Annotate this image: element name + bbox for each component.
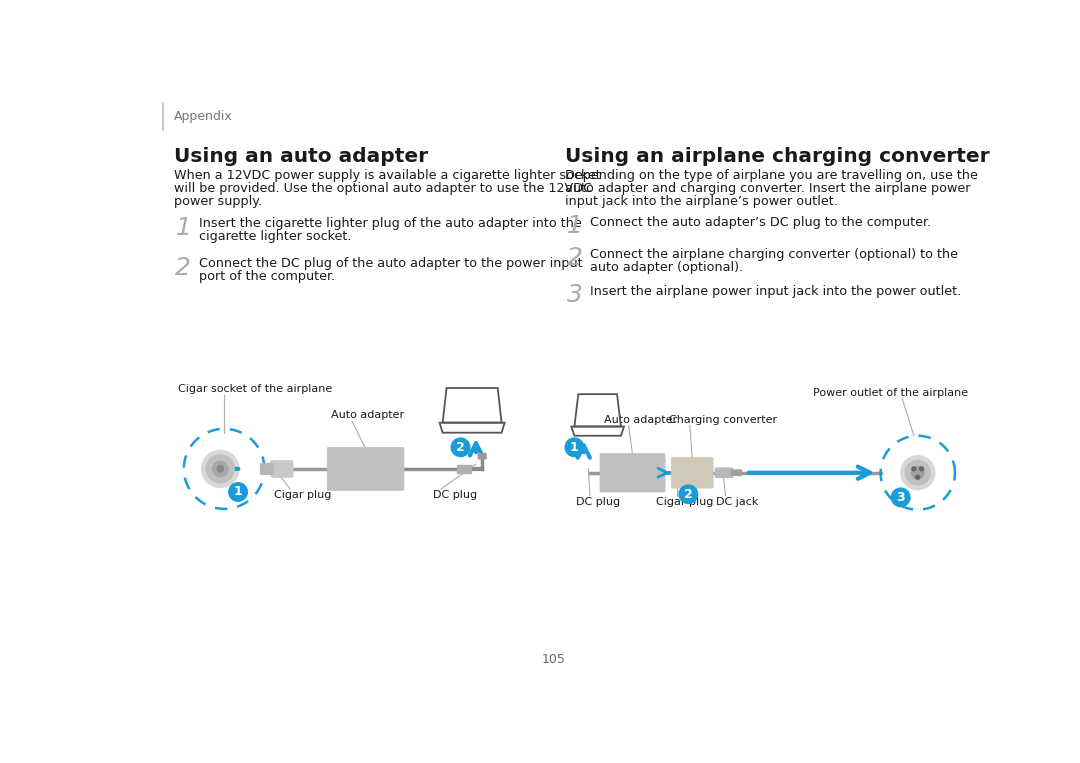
Text: DC jack: DC jack (716, 497, 758, 507)
Text: input jack into the airplane’s power outlet.: input jack into the airplane’s power out… (565, 195, 838, 208)
FancyBboxPatch shape (478, 453, 486, 459)
Text: Using an airplane charging converter: Using an airplane charging converter (565, 147, 989, 166)
Circle shape (213, 461, 228, 477)
Circle shape (229, 483, 247, 501)
Circle shape (905, 460, 930, 485)
Text: Connect the auto adapter’s DC plug to the computer.: Connect the auto adapter’s DC plug to th… (590, 215, 931, 229)
FancyBboxPatch shape (672, 457, 713, 488)
Text: DC plug: DC plug (576, 497, 620, 507)
Circle shape (206, 455, 234, 483)
Circle shape (679, 485, 698, 504)
Text: 2: 2 (175, 256, 191, 279)
Text: port of the computer.: port of the computer. (199, 270, 335, 283)
Text: 2: 2 (456, 441, 464, 454)
FancyBboxPatch shape (715, 468, 732, 478)
Circle shape (912, 466, 924, 479)
Text: 1: 1 (567, 214, 582, 238)
Text: power supply.: power supply. (174, 195, 261, 208)
Text: Connect the airplane charging converter (optional) to the: Connect the airplane charging converter … (590, 248, 958, 261)
Text: 1: 1 (233, 485, 242, 498)
Text: Insert the cigarette lighter plug of the auto adapter into the: Insert the cigarette lighter plug of the… (199, 217, 581, 230)
Circle shape (451, 438, 470, 456)
Circle shape (217, 465, 224, 472)
FancyBboxPatch shape (600, 453, 665, 492)
Text: 105: 105 (541, 652, 566, 665)
Circle shape (891, 488, 910, 507)
Text: Connect the DC plug of the auto adapter to the power input: Connect the DC plug of the auto adapter … (199, 257, 582, 270)
FancyBboxPatch shape (327, 447, 404, 491)
Text: cigarette lighter socket.: cigarette lighter socket. (199, 230, 351, 243)
Text: 1: 1 (570, 441, 579, 454)
Text: 2: 2 (567, 246, 582, 270)
Text: Auto adapter: Auto adapter (332, 410, 404, 420)
Circle shape (916, 475, 920, 479)
Text: auto adapter and charging converter. Insert the airplane power: auto adapter and charging converter. Ins… (565, 182, 971, 195)
FancyBboxPatch shape (731, 470, 742, 475)
Circle shape (920, 467, 923, 471)
Text: Depending on the type of airplane you are travelling on, use the: Depending on the type of airplane you ar… (565, 169, 978, 182)
Circle shape (565, 438, 583, 456)
Text: Power outlet of the airplane: Power outlet of the airplane (813, 388, 969, 398)
Text: Auto adapter: Auto adapter (604, 415, 677, 425)
Text: Cigar plug: Cigar plug (274, 491, 332, 501)
Text: 2: 2 (684, 488, 692, 501)
Text: 3: 3 (567, 283, 582, 307)
FancyBboxPatch shape (457, 465, 471, 473)
Text: Cigar socket of the airplane: Cigar socket of the airplane (177, 384, 332, 394)
Text: 3: 3 (896, 491, 905, 504)
FancyBboxPatch shape (260, 463, 273, 475)
Text: 1: 1 (175, 215, 191, 240)
Text: auto adapter (optional).: auto adapter (optional). (590, 261, 743, 274)
Text: DC plug: DC plug (433, 491, 477, 501)
Text: When a 12VDC power supply is available a cigarette lighter socket: When a 12VDC power supply is available a… (174, 169, 600, 182)
Text: Charging converter: Charging converter (669, 415, 778, 425)
Text: Cigar plug: Cigar plug (656, 497, 713, 507)
Text: Using an auto adapter: Using an auto adapter (174, 147, 428, 166)
Circle shape (202, 450, 239, 488)
FancyBboxPatch shape (271, 460, 293, 478)
Text: will be provided. Use the optional auto adapter to use the 12VDC: will be provided. Use the optional auto … (174, 182, 592, 195)
Text: Insert the airplane power input jack into the power outlet.: Insert the airplane power input jack int… (590, 285, 961, 298)
Circle shape (912, 467, 916, 471)
Text: Appendix: Appendix (174, 110, 232, 123)
Circle shape (901, 456, 935, 490)
